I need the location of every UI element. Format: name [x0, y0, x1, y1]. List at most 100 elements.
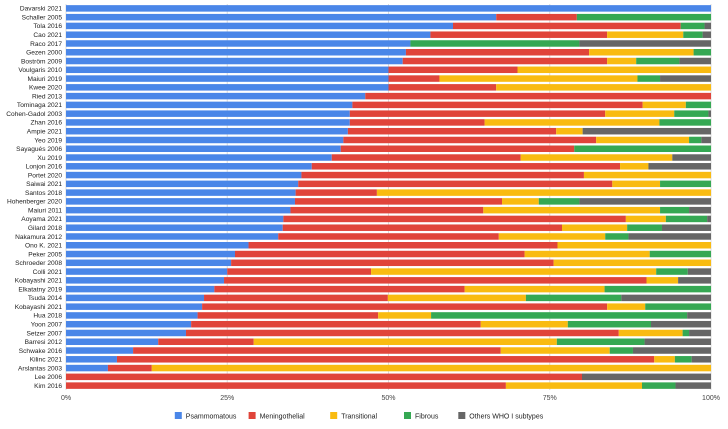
- bar-segment: [520, 154, 673, 161]
- bar-segment: [298, 180, 613, 188]
- bar-segment: [66, 312, 198, 319]
- category-label: Colli 2021: [33, 269, 63, 276]
- category-label: Raco 2017: [30, 41, 62, 48]
- bar-segment: [405, 49, 590, 56]
- bar-segment: [607, 303, 646, 310]
- bar-segment: [689, 329, 711, 337]
- bar-segment: [687, 268, 711, 275]
- bar-segment: [66, 31, 431, 38]
- bar-segment: [628, 233, 711, 240]
- bar-segment: [371, 268, 657, 275]
- category-label: Ried 2013: [32, 93, 62, 100]
- bar-segment: [202, 303, 608, 310]
- bar-segment: [605, 110, 675, 117]
- bar-segment: [562, 224, 628, 231]
- bar-segment: [66, 110, 350, 117]
- category-label: Kobayashi 2021: [15, 304, 63, 311]
- bar-segment: [553, 259, 711, 267]
- x-tick-label: 50%: [381, 395, 395, 402]
- category-label: Voulgaris 2010: [18, 67, 62, 74]
- bar-segment: [66, 119, 350, 126]
- bar-segment: [365, 92, 711, 100]
- bar-segment: [66, 136, 344, 144]
- bar-segment: [661, 224, 711, 231]
- bar-segment: [604, 285, 711, 293]
- bar-segment: [691, 356, 711, 363]
- bar-segment: [660, 180, 711, 188]
- category-label: Barresi 2012: [25, 339, 63, 346]
- category-label: Kwee 2020: [29, 85, 62, 92]
- bar-segment: [387, 294, 526, 302]
- bar-segment: [612, 180, 661, 188]
- bar-segment: [621, 294, 711, 302]
- bar-segment: [693, 49, 711, 56]
- legend-swatch: [248, 412, 256, 419]
- bar-segment: [294, 198, 503, 205]
- category-label: Santos 2018: [25, 190, 62, 197]
- bar-segment: [290, 206, 484, 214]
- category-label: Kobayashi 2021: [15, 278, 63, 285]
- bar-segment: [248, 242, 558, 249]
- bar-segment: [645, 303, 711, 310]
- bar-segment: [646, 277, 679, 284]
- bar-segment: [253, 338, 557, 345]
- bar-segment: [556, 127, 583, 135]
- bar-segment: [66, 250, 235, 258]
- bar-segment: [66, 277, 225, 284]
- bar-segment: [582, 127, 711, 135]
- bar-segment: [66, 189, 296, 196]
- bar-segment: [702, 31, 711, 38]
- bar-segment: [517, 66, 711, 74]
- bar-segment: [278, 233, 499, 240]
- bar-segment: [431, 312, 688, 319]
- bar-segment: [687, 312, 711, 319]
- category-label: Yeo 2019: [34, 137, 62, 144]
- x-tick-label: 100%: [702, 395, 720, 402]
- category-label: Gilard 2018: [28, 225, 62, 232]
- category-label: Schroeder 2008: [15, 260, 62, 267]
- category-label: Setzer 2007: [26, 330, 62, 337]
- category-label: Lee 2006: [34, 374, 62, 381]
- bar-segment: [227, 268, 372, 275]
- bar-segment: [496, 13, 577, 21]
- category-label: Tsuda 2014: [28, 295, 62, 302]
- bar-segment: [453, 22, 681, 30]
- bar-segment: [66, 127, 348, 135]
- bar-segment: [660, 206, 690, 214]
- bar-segment: [66, 84, 389, 91]
- category-label: Boström 2009: [21, 58, 62, 65]
- bar-segment: [66, 171, 302, 179]
- bar-segment: [582, 373, 711, 381]
- category-label: Zhan 2016: [30, 120, 62, 127]
- bar-segment: [500, 347, 610, 354]
- bar-segment: [349, 119, 485, 126]
- bar-segment: [116, 356, 655, 363]
- category-label: Cao 2021: [33, 32, 62, 39]
- category-label: Elkatatny 2019: [18, 286, 62, 293]
- category-label: Tominaga 2021: [17, 102, 62, 109]
- bar-segment: [234, 250, 525, 258]
- bar-segment: [583, 171, 711, 179]
- bar-segment: [66, 75, 389, 82]
- bar-segment: [66, 145, 341, 152]
- bar-segment: [464, 285, 605, 293]
- bar-segment: [352, 101, 643, 109]
- bar-segment: [525, 294, 622, 302]
- bar-segment: [66, 163, 312, 170]
- bar-segment: [66, 5, 711, 12]
- bar-segment: [107, 364, 152, 372]
- bar-segment: [283, 215, 626, 223]
- bar-segment: [66, 373, 582, 381]
- bar-segment: [524, 250, 650, 258]
- bar-segment: [680, 22, 705, 30]
- bar-segment: [605, 233, 629, 240]
- bar-segment: [66, 294, 205, 302]
- bar-segment: [66, 382, 506, 389]
- legend-label: Transitional: [341, 414, 377, 421]
- legend-label: Psammomatous: [186, 414, 237, 421]
- bar-segment: [388, 84, 497, 91]
- bar-segment: [648, 163, 711, 170]
- bar-segment: [557, 242, 711, 249]
- bar-segment: [388, 66, 518, 74]
